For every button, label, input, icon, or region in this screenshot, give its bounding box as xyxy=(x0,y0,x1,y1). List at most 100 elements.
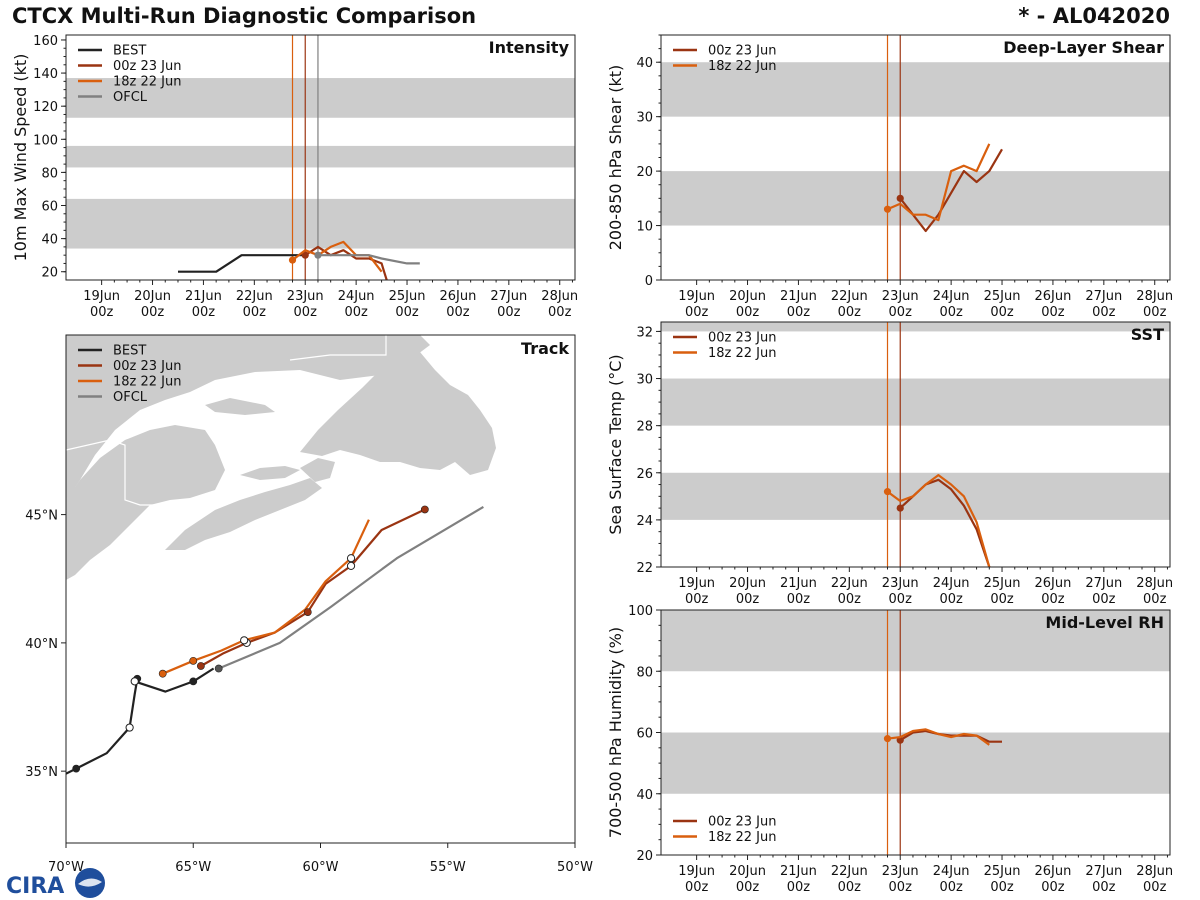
rh-series-run00 xyxy=(899,729,1002,743)
shear-legend-label: 00z 23 Jun xyxy=(708,44,777,59)
track-xtick-label: 65°W xyxy=(175,860,211,875)
shear-plot-area xyxy=(661,35,1170,280)
rh-ytick-label: 40 xyxy=(636,788,653,803)
sst-ytick-label: 28 xyxy=(636,420,653,435)
intensity-title: Intensity xyxy=(489,38,570,57)
track-legend-label: 00z 23 Jun xyxy=(113,359,182,374)
sst-xtick-hour: 00z xyxy=(1041,592,1065,607)
shear-ytick-label: 20 xyxy=(636,165,653,180)
rh-ytick-label: 80 xyxy=(636,665,653,680)
sst-xtick-day: 26Jun xyxy=(1035,576,1072,591)
intensity-plot-area xyxy=(66,35,575,280)
sst-xtick-day: 22Jun xyxy=(831,576,868,591)
rh-plot-area xyxy=(661,610,1170,855)
sst-xtick-day: 28Jun xyxy=(1136,576,1173,591)
track-legend-label: 18z 22 Jun xyxy=(113,375,182,390)
track-point-run00 xyxy=(303,608,312,616)
shear-ytick-label: 10 xyxy=(636,220,653,235)
intensity-xtick-hour: 00z xyxy=(294,305,318,320)
sst-xtick-day: 24Jun xyxy=(933,576,970,591)
panel-rh: 2040608010019Jun00z20Jun00z21Jun00z22Jun… xyxy=(606,604,1173,895)
shear-title: Deep-Layer Shear xyxy=(1003,38,1164,57)
figure-title: CTCX Multi-Run Diagnostic Comparison xyxy=(12,4,477,28)
land-quebec-mainland xyxy=(66,335,430,500)
intensity-marker-ofcl xyxy=(314,251,322,259)
logo-text: CIRA xyxy=(6,874,64,899)
shear-xtick-day: 26Jun xyxy=(1035,289,1072,304)
sst-xtick-hour: 00z xyxy=(787,592,811,607)
sst-xtick-day: 27Jun xyxy=(1085,576,1122,591)
shear-xtick-day: 22Jun xyxy=(831,289,868,304)
rh-xtick-day: 20Jun xyxy=(729,864,766,879)
rh-xtick-hour: 00z xyxy=(1143,880,1167,895)
intensity-xtick-hour: 00z xyxy=(192,305,216,320)
intensity-xtick-hour: 00z xyxy=(548,305,572,320)
shear-xtick-hour: 00z xyxy=(736,305,760,320)
track-legend-label: BEST xyxy=(113,344,146,359)
sst-xtick-hour: 00z xyxy=(736,592,760,607)
shear-marker-run00 xyxy=(896,194,904,202)
intensity-legend-label: 00z 23 Jun xyxy=(113,59,182,74)
shear-xtick-hour: 00z xyxy=(787,305,811,320)
shear-band-1 xyxy=(661,62,1170,117)
track-series-ofcl xyxy=(218,505,484,670)
intensity-marker-run18 xyxy=(288,256,297,264)
rh-ylabel: 700-500 hPa Humidity (%) xyxy=(606,627,625,838)
track-point-run18 xyxy=(189,656,198,665)
sst-xtick-hour: 00z xyxy=(939,592,963,607)
intensity-xtick-day: 19Jun xyxy=(83,289,120,304)
sst-series-run18 xyxy=(886,474,991,567)
rh-xtick-hour: 00z xyxy=(1092,880,1116,895)
rh-xtick-day: 23Jun xyxy=(882,864,919,879)
intensity-legend-label: 18z 22 Jun xyxy=(113,75,182,90)
track-point-ofcl xyxy=(214,664,223,673)
shear-xtick-day: 27Jun xyxy=(1085,289,1122,304)
shear-ylabel: 200-850 hPa Shear (kt) xyxy=(606,65,625,251)
intensity-band-0 xyxy=(66,198,575,249)
shear-xtick-hour: 00z xyxy=(1092,305,1116,320)
land-nova-scotia xyxy=(165,478,322,550)
sst-xtick-day: 20Jun xyxy=(729,576,766,591)
sst-band-0 xyxy=(661,472,1170,520)
shear-series-run18 xyxy=(887,143,991,222)
rh-legend-label: 18z 22 Jun xyxy=(708,830,777,845)
track-point-best xyxy=(125,723,134,732)
intensity-ylabel: 10m Max Wind Speed (kt) xyxy=(11,54,30,262)
rh-xtick-day: 21Jun xyxy=(780,864,817,879)
rh-title: Mid-Level RH xyxy=(1045,613,1164,632)
rh-xtick-day: 25Jun xyxy=(984,864,1021,879)
track-plot-area xyxy=(66,505,484,775)
intensity-series-run00 xyxy=(304,245,388,280)
sst-xtick-hour: 00z xyxy=(990,592,1014,607)
track-ytick-label: 45°N xyxy=(25,509,58,524)
track-point-best xyxy=(130,677,139,686)
shear-xtick-hour: 00z xyxy=(889,305,913,320)
shear-xtick-hour: 00z xyxy=(685,305,709,320)
shear-xtick-day: 23Jun xyxy=(882,289,919,304)
rh-ytick-label: 20 xyxy=(636,849,653,864)
track-xtick-label: 50°W xyxy=(557,860,593,875)
track-title: Track xyxy=(521,339,569,358)
intensity-xtick-day: 26Jun xyxy=(440,289,477,304)
rh-xtick-day: 28Jun xyxy=(1136,864,1173,879)
rh-xtick-day: 22Jun xyxy=(831,864,868,879)
track-xtick-label: 70°W xyxy=(48,860,84,875)
rh-xtick-day: 24Jun xyxy=(933,864,970,879)
intensity-ytick-label: 100 xyxy=(33,133,58,148)
rh-band-0 xyxy=(661,732,1170,794)
rh-marker-run18 xyxy=(883,735,892,743)
sst-xtick-day: 21Jun xyxy=(780,576,817,591)
track-legend-label: OFCL xyxy=(113,390,148,405)
intensity-xtick-hour: 00z xyxy=(243,305,267,320)
storm-id: * - AL042020 xyxy=(1018,4,1170,28)
intensity-xtick-day: 27Jun xyxy=(490,289,527,304)
rh-xtick-hour: 00z xyxy=(939,880,963,895)
track-point-best xyxy=(189,677,198,686)
sst-plot-area xyxy=(661,322,1170,567)
rh-xtick-hour: 00z xyxy=(787,880,811,895)
rh-legend-label: 00z 23 Jun xyxy=(708,815,777,830)
shear-xtick-hour: 00z xyxy=(1143,305,1167,320)
intensity-ytick-label: 140 xyxy=(33,67,58,82)
track-point-run00 xyxy=(196,662,205,670)
land-newfoundland xyxy=(300,352,496,475)
